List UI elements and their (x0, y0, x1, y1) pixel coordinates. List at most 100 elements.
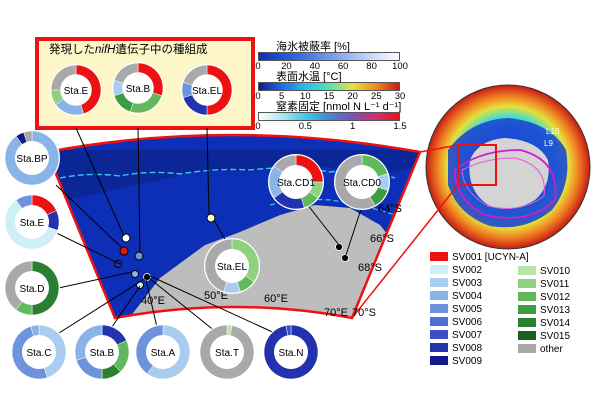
donut-label: Sta.C (26, 348, 51, 359)
legend-item: SV006 (430, 317, 482, 329)
colorbar-tick-label: 20 (347, 91, 358, 102)
inset-title: 発現したnifH遺伝子中の種組成 (49, 42, 208, 56)
station-marker[interactable] (341, 254, 349, 262)
colorbar-title: 表面水温 [°C] (276, 71, 342, 83)
colorbar-tick-label: 40 (309, 61, 321, 72)
donut-cd0: Sta.CD0 (334, 154, 390, 210)
colorbar-tick-label: 0 (255, 91, 261, 102)
legend-swatch (430, 343, 448, 352)
lon-label: 70°E (324, 307, 348, 319)
lat-label: 64°S (378, 203, 402, 215)
legend-label: SV003 (452, 278, 483, 289)
colorbar-tick-label: 10 (300, 91, 311, 102)
legend-item: SV008 (430, 343, 482, 355)
donut-d: Sta.D (4, 260, 60, 316)
legend-swatch (430, 278, 448, 287)
legend-item: SV007 (430, 330, 482, 342)
legend-label: SV001 [UCYN-A] (452, 252, 529, 263)
colorbar-tick-label: 25 (371, 91, 382, 102)
legend-label: SV012 (540, 292, 571, 303)
legend-swatch (430, 317, 448, 326)
lat-label: 70°S (352, 307, 376, 319)
colorbar-ticks: 0 20 40 60 80 100 (255, 61, 408, 72)
legend-swatch (518, 331, 536, 340)
donut-b: Sta.B (74, 324, 130, 380)
globe-highlight-box (457, 144, 497, 186)
legend-label: SV011 (540, 279, 570, 290)
donut-label: Sta.CD0 (343, 178, 381, 189)
donut-label: Sta.EL (192, 86, 222, 97)
donut-el: Sta.EL (204, 238, 260, 294)
donut-c: Sta.C (11, 324, 67, 380)
globe-label: L9 (544, 139, 553, 148)
station-marker[interactable] (119, 246, 129, 256)
station-marker[interactable] (206, 213, 216, 223)
legend-swatch (430, 356, 448, 365)
globe-antarctica (469, 138, 549, 209)
donut-label: Sta.B (126, 84, 151, 95)
legend-item: SV012 (518, 292, 570, 304)
zoom-line (419, 144, 459, 153)
colorbar-tick-label: 5 (279, 91, 285, 102)
donut-el-top: Sta.EL (181, 64, 233, 116)
legend-item: SV002 (430, 265, 482, 277)
legend-swatch (430, 304, 448, 313)
lon-label: 50°E (204, 290, 228, 302)
station-marker[interactable] (134, 251, 144, 261)
donut-charts: Sta.E Sta.B Sta.EL Sta.BP Sta.E Sta.D Sta.CD1 S… (4, 62, 390, 380)
colorbar-tick-label: 80 (366, 61, 377, 72)
legend-item: SV003 (430, 278, 482, 290)
station-marker[interactable] (136, 281, 144, 289)
legend-item: SV001 [UCYN-A] (430, 252, 529, 264)
station-marker[interactable] (335, 243, 343, 251)
legend-label: SV010 (540, 266, 571, 277)
donut-slice (50, 64, 77, 91)
donut-label: Sta.CD1 (277, 178, 315, 189)
donut-label: Sta.E (20, 218, 45, 229)
legend-label: SV009 (452, 356, 483, 367)
legend-label: SV013 (540, 305, 571, 316)
colorbar-tick-label: 1.5 (393, 121, 407, 132)
legend-swatch (518, 318, 536, 327)
legend-swatch (430, 265, 448, 274)
legend-swatch (430, 291, 448, 300)
colorbar-tick-label: 0 (255, 121, 261, 132)
donut-bp: Sta.BP (4, 130, 60, 186)
globe: L10 L9 (425, 84, 591, 250)
legend-label: SV015 (540, 331, 571, 342)
donut-label: Sta.B (90, 348, 115, 359)
donut-label: Sta.D (19, 284, 44, 295)
colorbar-tick-label: 20 (281, 61, 292, 72)
colorbar-tick-label: 30 (394, 91, 406, 102)
colorbar-ticks: 0 0.5 1 1.5 (255, 121, 406, 132)
legend-label: SV007 (452, 330, 483, 341)
colorbar-gradient (258, 52, 400, 61)
legend-label: SV005 (452, 304, 483, 315)
colorbar-tick-label: 15 (323, 91, 335, 102)
donut-a: Sta.A (135, 324, 191, 380)
legend-item: SV011 (518, 279, 569, 291)
globe-label: L10 (546, 127, 560, 136)
donut-t: Sta.T (199, 324, 255, 380)
legend-item: other (518, 344, 563, 356)
donut-label: Sta.A (151, 348, 176, 359)
donut-e: Sta.E (4, 194, 60, 250)
donut-cd1: Sta.CD1 (268, 154, 324, 210)
legend-item: SV014 (518, 318, 570, 330)
donut-label: Sta.E (64, 86, 89, 97)
land-antarctica (120, 205, 420, 318)
station-marker[interactable] (131, 270, 139, 278)
legend-item: SV004 (430, 291, 482, 303)
legend-item: SV015 (518, 331, 570, 343)
colorbar-gradient (258, 82, 400, 91)
colorbar-ticks: 0 5 10 15 20 25 30 (255, 91, 405, 102)
colorbar-gradient (258, 112, 400, 121)
legend-swatch (518, 305, 536, 314)
colorbar-title: 窒素固定 [nmol N L⁻¹ d⁻¹] (276, 101, 402, 113)
lat-label: 66°S (370, 233, 394, 245)
legend-label: SV004 (452, 291, 483, 302)
colorbar-tick-label: 60 (337, 61, 349, 72)
colorbar-tick-label: 0 (255, 61, 261, 72)
donut-label: Sta.T (215, 348, 239, 359)
